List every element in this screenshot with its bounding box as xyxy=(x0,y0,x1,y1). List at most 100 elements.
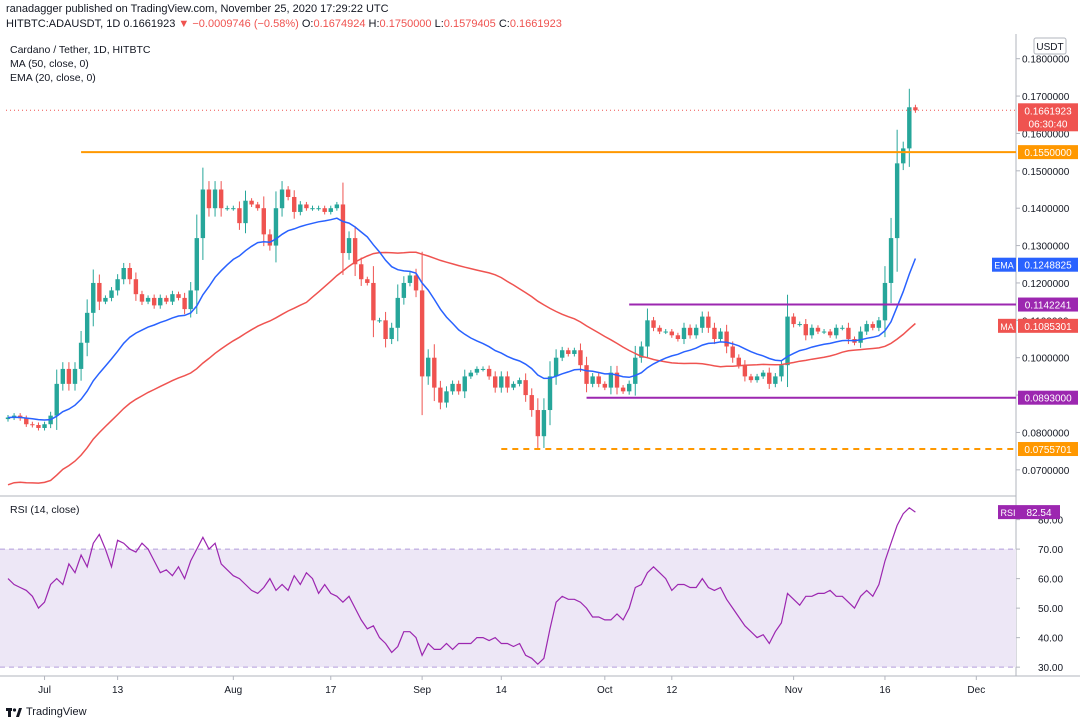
price-tick-label: 0.1000000 xyxy=(1022,354,1070,365)
candle-body xyxy=(432,357,437,388)
open-value: 0.1674924 xyxy=(313,18,366,30)
candle-body xyxy=(535,410,541,437)
candle-body xyxy=(870,324,875,328)
candle-body xyxy=(24,418,29,425)
candle-body xyxy=(419,290,425,377)
ema-tag-box xyxy=(992,257,1016,272)
candle-body xyxy=(139,294,145,302)
candle-body xyxy=(109,290,114,298)
candle-body xyxy=(170,294,175,302)
candle-body xyxy=(876,320,882,328)
ma-value-box xyxy=(1018,318,1078,333)
candle-body xyxy=(188,290,193,310)
candle-body xyxy=(559,350,565,358)
candle-body xyxy=(298,204,303,212)
candle-body xyxy=(486,368,492,377)
candle-body xyxy=(742,365,748,377)
rsi-tick-label: 40.00 xyxy=(1038,634,1063,645)
time-tick-label: 17 xyxy=(325,685,337,696)
candle-body xyxy=(846,327,851,340)
rsi-tick-label: 70.00 xyxy=(1038,545,1063,556)
rsi-tag: RSI xyxy=(1000,508,1015,518)
candle-body xyxy=(285,189,291,197)
candle-body xyxy=(480,368,486,370)
time-tick-label: Oct xyxy=(597,685,613,696)
candle-body xyxy=(505,376,510,388)
candle-body xyxy=(273,208,279,246)
last-price-box xyxy=(1018,103,1078,132)
candle-body xyxy=(91,282,96,313)
candle-body xyxy=(566,350,571,354)
candle-body xyxy=(529,395,534,411)
candle-body xyxy=(834,327,839,336)
ema-value-box xyxy=(1018,257,1078,272)
ema-tag: EMA xyxy=(994,261,1014,271)
candle-body xyxy=(103,297,108,302)
rsi-line xyxy=(7,507,916,666)
time-tick-label: 16 xyxy=(879,685,891,696)
candle-body xyxy=(267,234,273,246)
candle-body xyxy=(182,297,187,310)
candle-body xyxy=(626,383,632,392)
candle-body xyxy=(328,208,333,212)
candle-body xyxy=(730,346,735,358)
close-value: 0.1661923 xyxy=(509,18,562,30)
rsi-band xyxy=(0,549,1016,668)
candle-body xyxy=(127,268,132,280)
candle-body xyxy=(754,376,760,381)
price-tick-label: 0.1800000 xyxy=(1022,55,1070,66)
candle-body xyxy=(779,365,784,377)
candle-body xyxy=(602,383,608,388)
last-price-label: 0.1661923 xyxy=(1024,106,1072,117)
candle-body xyxy=(36,424,41,428)
candle-body xyxy=(194,238,199,291)
range-bottom-label: 0.0893000 xyxy=(1024,394,1072,405)
candle-body xyxy=(894,163,900,239)
candle-body xyxy=(200,189,206,239)
high-value: 0.1750000 xyxy=(379,18,432,30)
legend-ma: MA (50, close, 0) xyxy=(10,58,89,70)
candle-body xyxy=(292,196,297,212)
chart-header: ranadagger published on TradingView.com,… xyxy=(0,0,1080,34)
candle-body xyxy=(304,204,309,209)
close-label: C: xyxy=(498,18,510,30)
price-chart[interactable]: 0.07000000.08000000.09000000.10000000.11… xyxy=(0,34,1080,704)
candle-body xyxy=(279,189,285,209)
time-tick-label: Dec xyxy=(967,685,985,696)
candle-body xyxy=(803,324,808,336)
candle-body xyxy=(164,297,169,302)
price-tick-label: 0.1200000 xyxy=(1022,279,1070,290)
candle-body xyxy=(748,376,754,381)
candle-body xyxy=(237,208,242,224)
candle-body xyxy=(901,148,906,164)
rsi-tag-box xyxy=(998,505,1018,520)
price-tick-label: 0.1600000 xyxy=(1022,129,1070,140)
candle-body xyxy=(249,200,254,205)
candle-body xyxy=(663,331,668,333)
candle-body xyxy=(115,279,120,291)
time-tick-label: 14 xyxy=(496,685,508,696)
candle-body xyxy=(578,350,583,366)
price-tick-label: 0.1400000 xyxy=(1022,204,1070,215)
high-label: H: xyxy=(368,18,380,30)
footer-brand: TradingView xyxy=(26,706,87,718)
time-tick-label: 13 xyxy=(112,685,124,696)
range-top-label-box xyxy=(1018,297,1078,312)
price-tick-label: 0.1300000 xyxy=(1022,242,1070,253)
candle-body xyxy=(693,327,699,336)
candle-body xyxy=(310,208,315,210)
candle-body xyxy=(547,376,553,411)
candle-body xyxy=(681,327,687,340)
candle-body xyxy=(5,417,11,420)
candle-body xyxy=(426,357,431,377)
candle-body xyxy=(687,327,693,336)
candle-body xyxy=(218,189,224,209)
rsi-tick-label: 80.00 xyxy=(1038,516,1063,527)
candle-body xyxy=(736,357,741,366)
candle-body xyxy=(590,376,595,384)
candle-body xyxy=(158,297,163,306)
candle-body xyxy=(767,372,772,384)
candle-body xyxy=(584,365,589,384)
candle-body xyxy=(858,331,863,343)
price-change: ▼ −0.0009746 (−0.58%) xyxy=(178,18,299,30)
